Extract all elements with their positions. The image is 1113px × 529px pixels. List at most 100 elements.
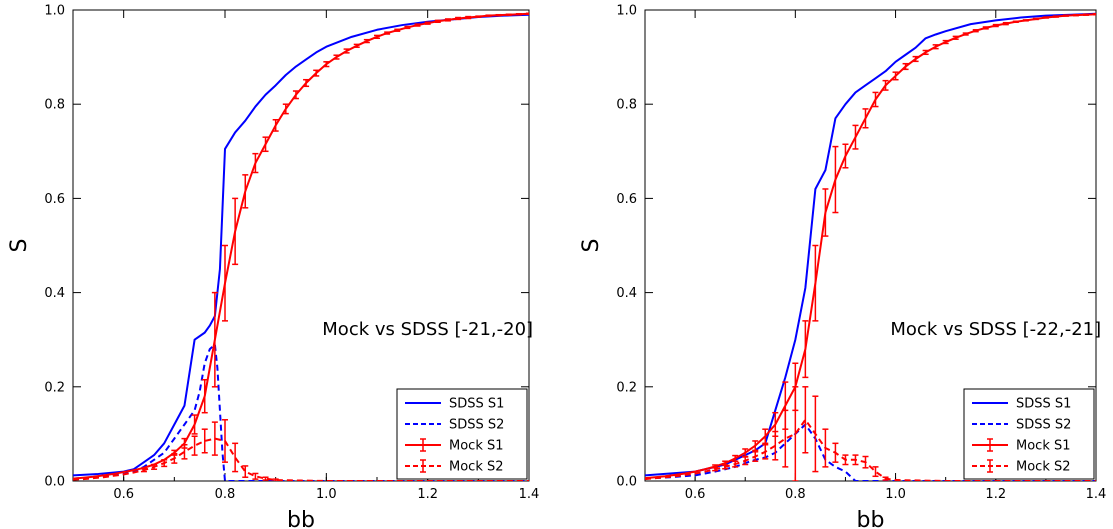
error-bar: [272, 118, 279, 132]
error-bar: [982, 26, 989, 30]
error-bar: [942, 39, 949, 45]
series-line: [645, 12, 1096, 477]
error-bar: [1012, 20, 1019, 23]
error-bar: [222, 419, 228, 463]
y-tick-label: 0.6: [44, 192, 65, 207]
error-bar: [832, 145, 839, 214]
error-bar: [211, 421, 218, 456]
series-mock-s1: [73, 12, 529, 480]
x-tick-label: 0.6: [685, 487, 706, 502]
legend-label: SDSS S1: [1016, 397, 1071, 412]
x-tick-label: 1.2: [417, 487, 438, 502]
y-tick-label: 1.0: [616, 4, 637, 19]
error-bar: [1022, 19, 1029, 22]
error-bar: [732, 460, 739, 468]
error-bar: [852, 454, 859, 466]
legend-label: Mock S2: [1016, 460, 1071, 475]
series-sdss-s1: [645, 12, 1096, 477]
error-bar: [495, 13, 502, 17]
legend: SDSS S1 SDSS S2 Mock S1 Mock S2: [396, 388, 528, 480]
x-tick-label: 0.8: [215, 487, 236, 502]
x-tick-label: 1.4: [1086, 487, 1107, 502]
error-bar: [262, 476, 269, 481]
error-bar: [282, 103, 289, 115]
series-sdss-s2: [73, 343, 529, 481]
error-bar: [252, 152, 259, 174]
error-bar: [333, 54, 340, 60]
error-bar: [475, 15, 482, 18]
chart-panel-2: 0.6 0.8 1.0 1.2 1.40.00.20.40.60.81.0bbSMock…: [579, 4, 1106, 529]
error-bar: [882, 476, 889, 481]
error-bar: [404, 25, 411, 30]
error-bar: [292, 90, 299, 100]
y-tick-label: 0.2: [616, 380, 637, 395]
error-bar: [424, 21, 431, 25]
error-bar: [252, 472, 259, 480]
series-sdss-s1: [73, 13, 529, 477]
error-bar: [1052, 15, 1059, 18]
error-bar: [812, 244, 819, 322]
error-bar: [201, 378, 208, 414]
series-sdss-s2: [645, 423, 1096, 481]
error-bar: [872, 466, 879, 478]
y-tick-label: 0.4: [616, 286, 637, 301]
error-bar: [515, 13, 522, 16]
y-tick-label: 0.8: [616, 98, 637, 113]
error-bar: [181, 443, 188, 460]
error-bar: [313, 69, 320, 77]
series-line: [645, 418, 1096, 481]
y-tick-label: 0.4: [44, 286, 65, 301]
annotation-text: Mock vs SDSS [-22,-21]: [890, 319, 1101, 340]
x-tick-label: 1.0: [316, 487, 337, 502]
legend-label: Mock S2: [449, 460, 504, 475]
error-bar: [932, 44, 939, 50]
error-bar: [414, 23, 421, 27]
y-tick-label: 0.0: [616, 475, 637, 490]
plot-area: [73, 12, 529, 481]
legend: SDSS S1 SDSS S2 Mock S1 Mock S2: [963, 388, 1095, 480]
series-mock-s2: [645, 386, 1096, 481]
error-bar: [242, 465, 249, 478]
series-line: [645, 423, 1096, 481]
error-bar: [455, 16, 462, 21]
error-bar: [802, 386, 809, 454]
series-mock-s2: [73, 419, 529, 481]
error-bar: [762, 428, 769, 445]
y-tick-label: 0.2: [44, 380, 65, 395]
error-bar: [353, 43, 360, 48]
error-bar: [191, 414, 198, 435]
error-bar: [842, 454, 849, 466]
error-bar: [912, 55, 919, 63]
series-line: [73, 343, 529, 481]
legend-label: SDSS S2: [449, 418, 504, 433]
error-bar: [802, 320, 809, 379]
error-bar: [872, 91, 879, 108]
y-tick-label: 0.6: [616, 192, 637, 207]
series-line: [73, 12, 529, 480]
x-tick-label: 1.0: [885, 487, 906, 502]
error-bar: [211, 291, 218, 388]
error-bar: [232, 442, 239, 473]
error-bar: [323, 61, 330, 68]
error-bar: [161, 459, 168, 468]
error-bar: [505, 13, 512, 16]
legend-label: Mock S1: [1016, 439, 1071, 454]
error-bar: [752, 451, 759, 462]
error-bar: [952, 35, 959, 40]
error-bar: [1082, 13, 1089, 16]
error-bar: [384, 31, 391, 35]
error-bar: [822, 188, 829, 237]
error-bar: [842, 143, 849, 169]
error-bar: [752, 440, 759, 452]
error-bar: [922, 49, 929, 56]
plot-frame: [644, 9, 1097, 482]
chart-panel-1: 0.6 0.8 1.0 1.2 1.40.00.20.40.60.81.0bbSMock…: [7, 4, 539, 529]
x-tick-label: 1.2: [985, 487, 1006, 502]
error-bar: [902, 62, 909, 71]
error-bar: [782, 409, 789, 468]
error-bar: [374, 34, 380, 40]
error-bar: [1093, 13, 1096, 16]
error-bar: [242, 174, 249, 209]
error-bar: [1002, 21, 1009, 26]
